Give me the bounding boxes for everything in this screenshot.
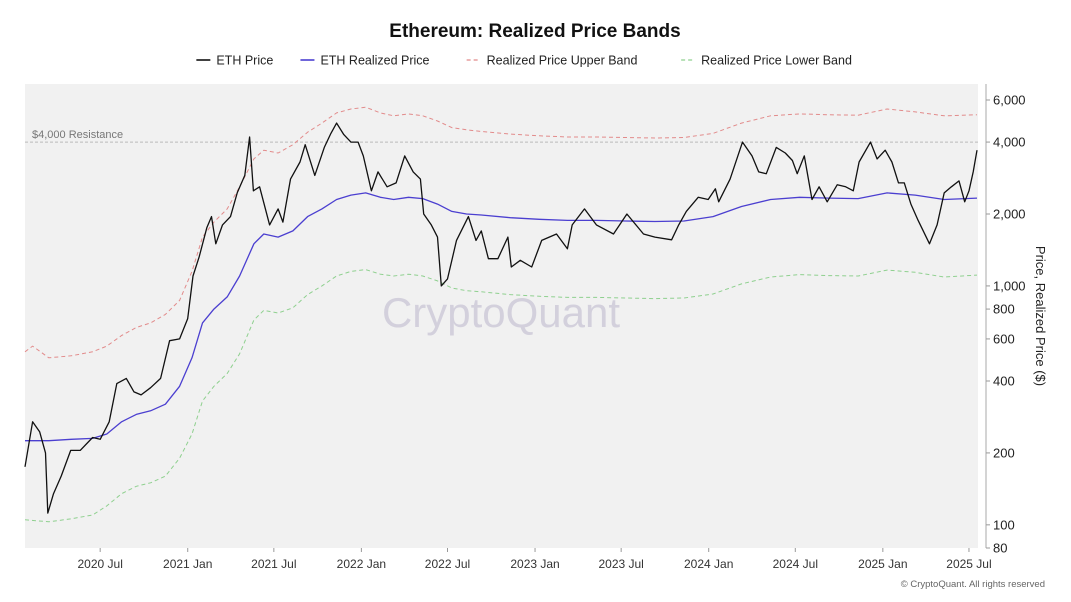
legend-label-realized-price-lower-band: Realized Price Lower Band <box>701 54 852 68</box>
y-tick-label: 4,000 <box>993 135 1026 150</box>
x-tick-label: 2021 Jan <box>163 557 212 571</box>
x-tick-label: 2023 Jul <box>598 557 643 571</box>
y-tick-label: 400 <box>993 373 1015 388</box>
y-tick-label: 6,000 <box>993 92 1026 107</box>
series-layer <box>24 106 978 523</box>
x-tick-label: 2025 Jan <box>858 557 907 571</box>
annotations: $4,000 Resistance <box>25 129 978 143</box>
legend-label-eth-realized-price: ETH Realized Price <box>320 54 429 68</box>
y-tick-label: 800 <box>993 302 1015 317</box>
resistance-label: $4,000 Resistance <box>32 129 123 141</box>
y-tick-label: 2,000 <box>993 206 1026 221</box>
copyright-notice: © CryptoQuant. All rights reserved <box>901 579 1045 590</box>
y-tick-label: 1,000 <box>993 278 1026 293</box>
series-realized-price-lower-band <box>24 269 978 523</box>
legend: ETH Price ETH Realized Price Realized Pric… <box>196 54 852 68</box>
x-tick-label: 2025 Jul <box>946 557 991 571</box>
x-tick-label: 2024 Jan <box>684 557 733 571</box>
y-tick-label: 600 <box>993 331 1015 346</box>
series-eth-realized-price <box>25 192 978 442</box>
x-tick-label: 2022 Jul <box>425 557 470 571</box>
legend-label-eth-price: ETH Price <box>216 54 273 68</box>
y-tick-label: 80 <box>993 541 1007 556</box>
y-axis: 80 100 200 400 600 800 1,000 2,000 4,000 6,000 <box>985 84 1026 556</box>
watermark: CryptoQuant <box>382 289 620 336</box>
legend-label-realized-price-upper-band: Realized Price Upper Band <box>487 54 638 68</box>
x-tick-label: 2020 Jul <box>77 557 122 571</box>
chart-title: Ethereum: Realized Price Bands <box>389 21 680 42</box>
x-tick-label: 2023 Jan <box>510 557 559 571</box>
y-tick-label: 200 <box>993 445 1015 460</box>
y-axis-label: Price, Realized Price ($) <box>1033 246 1048 386</box>
x-tick-label: 2022 Jan <box>337 557 386 571</box>
plot-area <box>25 84 978 548</box>
x-tick-label: 2024 Jul <box>773 557 818 571</box>
x-axis: 2020 Jul 2021 Jan 2021 Jul 2022 Jan 2022 Jul… <box>77 548 992 571</box>
y-tick-label: 100 <box>993 517 1015 532</box>
x-tick-label: 2021 Jul <box>251 557 296 571</box>
series-eth-price <box>24 122 978 514</box>
series-realized-price-upper-band <box>24 106 978 359</box>
